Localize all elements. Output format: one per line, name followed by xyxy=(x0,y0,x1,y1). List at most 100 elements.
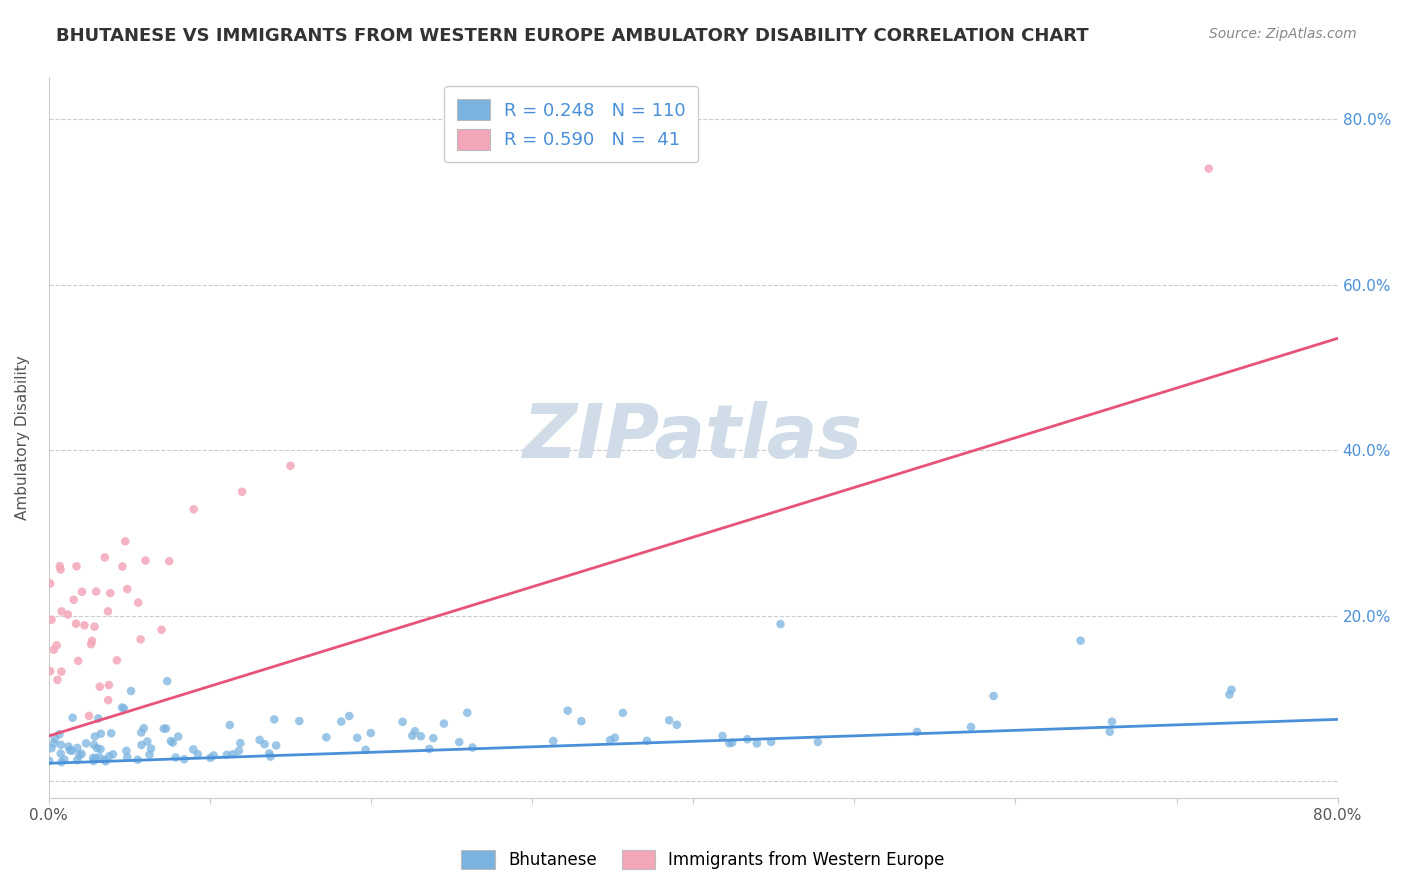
Point xyxy=(65,559,87,574)
Point xyxy=(80,633,103,648)
Point xyxy=(557,704,579,718)
Point xyxy=(94,754,117,768)
Point xyxy=(49,562,72,576)
Point xyxy=(114,534,136,549)
Point xyxy=(132,721,155,735)
Point xyxy=(41,741,63,756)
Point xyxy=(117,582,139,596)
Point xyxy=(718,736,741,750)
Point xyxy=(409,729,432,743)
Point xyxy=(73,618,96,632)
Point xyxy=(157,554,180,568)
Point xyxy=(58,739,80,754)
Point xyxy=(51,604,73,618)
Point xyxy=(67,654,90,668)
Point xyxy=(46,673,69,687)
Point xyxy=(100,726,122,740)
Point xyxy=(38,754,60,768)
Point xyxy=(83,730,105,744)
Point xyxy=(167,730,190,744)
Point xyxy=(807,735,830,749)
Point xyxy=(98,749,121,764)
Point xyxy=(111,559,134,574)
Point xyxy=(111,700,134,714)
Point xyxy=(66,740,89,755)
Point xyxy=(131,738,153,752)
Point xyxy=(599,733,621,747)
Point xyxy=(156,674,179,689)
Point xyxy=(83,620,105,634)
Point xyxy=(259,747,281,761)
Point xyxy=(658,714,681,728)
Point xyxy=(56,607,79,622)
Point xyxy=(401,729,423,743)
Point xyxy=(115,744,138,758)
Point xyxy=(152,722,174,736)
Point xyxy=(90,727,112,741)
Point xyxy=(70,747,93,761)
Point xyxy=(1198,161,1220,176)
Point xyxy=(165,750,187,764)
Point xyxy=(97,604,120,618)
Point xyxy=(960,720,983,734)
Point xyxy=(117,750,139,764)
Point xyxy=(89,750,111,764)
Point xyxy=(461,740,484,755)
Point xyxy=(129,725,152,739)
Point xyxy=(337,709,360,723)
Point xyxy=(120,684,142,698)
Point xyxy=(77,709,100,723)
Point xyxy=(259,749,281,764)
Point xyxy=(42,642,65,657)
Point xyxy=(391,714,413,729)
Point xyxy=(80,637,103,651)
Point xyxy=(228,744,250,758)
Point xyxy=(418,742,440,756)
Point xyxy=(404,724,426,739)
Point xyxy=(101,747,124,762)
Point xyxy=(160,734,183,748)
Point xyxy=(280,458,302,473)
Point xyxy=(983,689,1005,703)
Point xyxy=(150,623,173,637)
Point xyxy=(51,755,73,769)
Point xyxy=(69,748,91,763)
Point xyxy=(105,653,128,667)
Point xyxy=(65,616,87,631)
Point xyxy=(129,632,152,647)
Point xyxy=(139,741,162,756)
Point xyxy=(84,584,107,599)
Point xyxy=(62,711,84,725)
Text: Source: ZipAtlas.com: Source: ZipAtlas.com xyxy=(1209,27,1357,41)
Point xyxy=(215,747,238,762)
Point xyxy=(218,718,240,732)
Point xyxy=(1220,682,1243,697)
Point xyxy=(229,736,252,750)
Point xyxy=(354,743,377,757)
Point xyxy=(187,747,209,761)
Text: BHUTANESE VS IMMIGRANTS FROM WESTERN EUROPE AMBULATORY DISABILITY CORRELATION CH: BHUTANESE VS IMMIGRANTS FROM WESTERN EUR… xyxy=(56,27,1088,45)
Point xyxy=(288,714,311,728)
Y-axis label: Ambulatory Disability: Ambulatory Disability xyxy=(15,355,30,520)
Point xyxy=(711,729,734,743)
Point xyxy=(62,592,84,607)
Point xyxy=(39,576,62,591)
Point xyxy=(1218,688,1240,702)
Point xyxy=(759,735,782,749)
Point xyxy=(162,735,184,749)
Point xyxy=(737,732,759,747)
Point xyxy=(231,484,253,499)
Point xyxy=(45,638,67,652)
Point xyxy=(346,731,368,745)
Point xyxy=(173,752,195,766)
Point xyxy=(48,727,70,741)
Point xyxy=(721,736,744,750)
Point xyxy=(86,741,108,756)
Point xyxy=(155,722,177,736)
Point xyxy=(39,664,62,678)
Point xyxy=(330,714,353,729)
Point xyxy=(66,753,89,767)
Point xyxy=(53,752,76,766)
Point xyxy=(905,725,928,739)
Point xyxy=(136,734,159,748)
